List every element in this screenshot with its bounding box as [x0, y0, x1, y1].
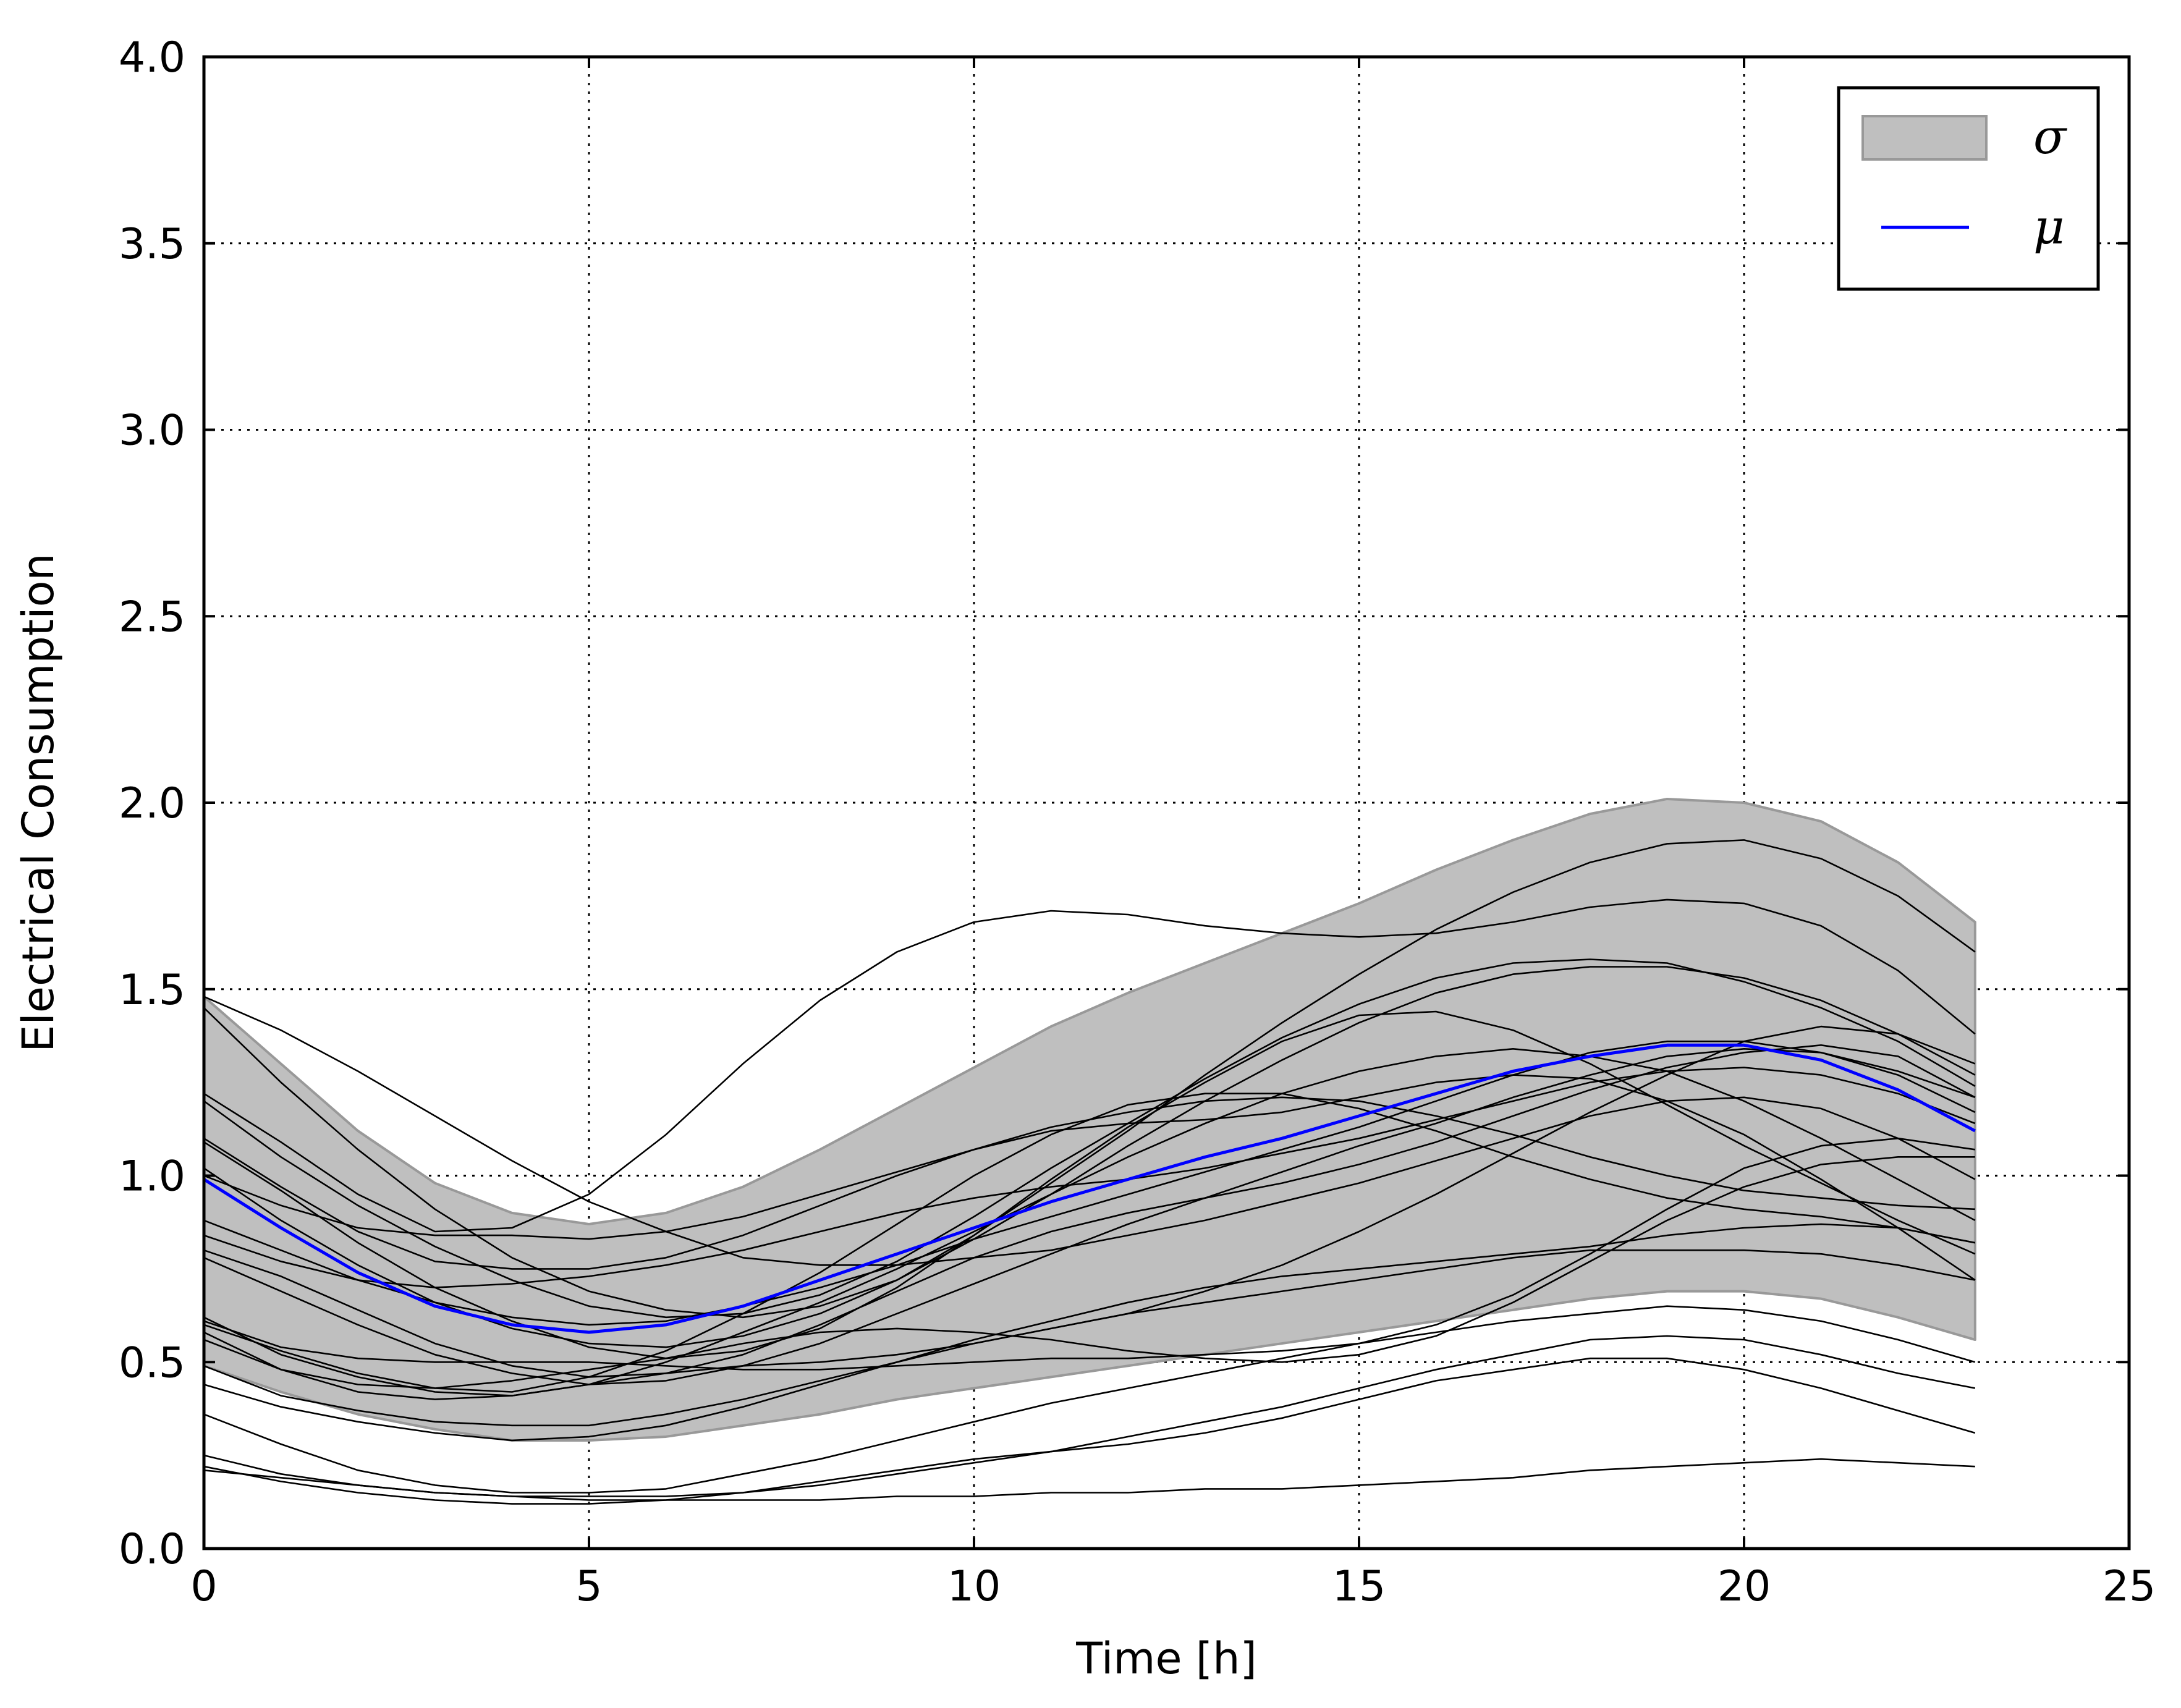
series-layer [203, 839, 1976, 1505]
y-tick-label: 4.0 [119, 33, 185, 82]
y-tick-label: 1.5 [119, 966, 185, 1015]
sample-line-7 [203, 966, 1976, 1348]
sample-line-18 [203, 1249, 1976, 1427]
y-tick-label: 1.0 [119, 1152, 185, 1201]
sample-line-14 [203, 1093, 1976, 1393]
mean-line [203, 1043, 1976, 1334]
x-tick-label: 10 [947, 1562, 1001, 1611]
sample-line-5 [203, 1074, 1976, 1281]
x-tick-label: 20 [1717, 1562, 1771, 1611]
y-axis-label: Electrical Consumption [13, 553, 64, 1052]
sample-line-2 [203, 839, 1976, 1319]
sample-line-19 [203, 1223, 1976, 1442]
y-tick-label: 2.5 [119, 593, 185, 641]
y-tick-label: 2.0 [119, 779, 185, 828]
x-tick-label: 25 [2103, 1562, 2156, 1611]
sample-line-12 [203, 1048, 1976, 1385]
legend-sigma-swatch [1861, 115, 1988, 161]
sample-line-16 [203, 1156, 1975, 1389]
y-tick-label: 0.5 [119, 1338, 185, 1387]
sample-line-13 [203, 1048, 1976, 1397]
sample-line-17 [203, 1137, 1975, 1371]
legend-mu-label: μ [2033, 200, 2065, 255]
y-tick-label: 3.5 [119, 220, 185, 269]
sample-line-3 [203, 898, 1976, 1233]
sample-line-22 [203, 1357, 1976, 1505]
x-tick-label: 15 [1332, 1562, 1386, 1611]
x-tick-label: 5 [575, 1562, 602, 1611]
sample-line-9 [203, 1040, 1976, 1326]
legend-sigma-label: σ [2033, 109, 2067, 165]
x-tick-label: 0 [190, 1562, 217, 1611]
y-tick-label: 3.0 [119, 407, 185, 455]
legend: σ μ [1837, 86, 2100, 291]
x-axis-label: Time [h] [1075, 1633, 1257, 1684]
axis-ticks: 0 5 10 15 20 25 0.0 0.5 1.0 1.5 2.0 2.5 3.0 3.5 4.0 [119, 33, 2156, 1611]
sample-line-4 [203, 958, 1976, 1319]
sample-line-10 [203, 1067, 1976, 1288]
sample-line-23 [203, 1458, 1975, 1501]
sample-line-1 [203, 996, 1976, 1266]
sample-line-20 [203, 1305, 1976, 1494]
y-tick-label: 0.0 [119, 1525, 185, 1574]
